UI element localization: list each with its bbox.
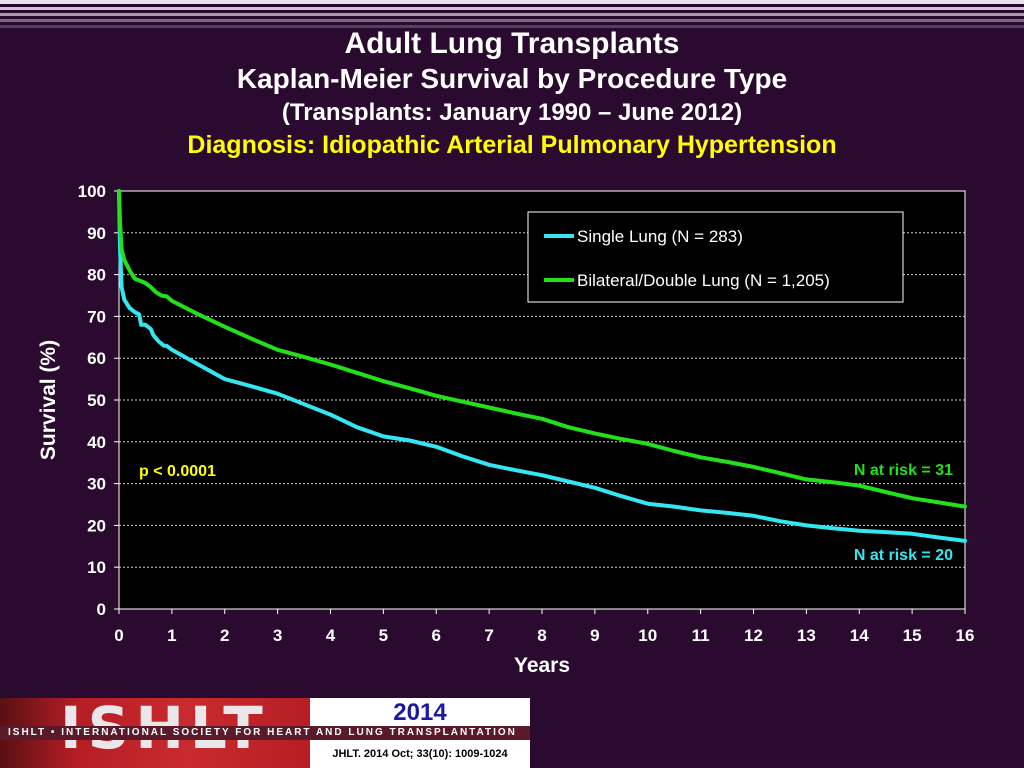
series-line-bilateral-lung — [117, 189, 967, 509]
y-tick-label: 60 — [87, 349, 106, 368]
page-title: Adult Lung Transplants — [344, 27, 680, 60]
footer: ISHLT 2014 ISHLT • INTERNATIONAL SOCIETY… — [0, 698, 530, 768]
legend-label: Single Lung (N = 283) — [577, 227, 743, 246]
x-tick-label: 6 — [432, 626, 441, 645]
y-tick-label: 100 — [78, 182, 106, 201]
period-label: (Transplants: January 1990 – June 2012) — [281, 99, 743, 126]
title-block: Adult Lung Transplants Kaplan-Meier Surv… — [0, 26, 1024, 160]
y-axis-label: Survival (%) — [37, 340, 60, 460]
x-tick-label: 5 — [379, 626, 388, 645]
x-tick-label: 15 — [903, 626, 922, 645]
page-subtitle: Kaplan-Meier Survival by Procedure Type — [236, 63, 788, 94]
x-tick-label: 3 — [273, 626, 282, 645]
x-tick-label: 16 — [956, 626, 975, 645]
x-tick-label: 10 — [638, 626, 657, 645]
x-tick-label: 2 — [220, 626, 229, 645]
x-tick-label: 1 — [167, 626, 176, 645]
year-badge: 2014 — [310, 698, 530, 726]
x-tick-label: 7 — [484, 626, 493, 645]
x-tick-label: 4 — [326, 626, 336, 645]
p-value-annotation: p < 0.0001 — [139, 463, 216, 480]
x-tick-label: 12 — [744, 626, 763, 645]
y-tick-label: 10 — [87, 558, 106, 577]
x-axis-label: Years — [514, 654, 570, 677]
top-decorative-stripes — [0, 0, 1024, 34]
x-tick-label: 13 — [797, 626, 816, 645]
diagnosis-label: Diagnosis: Idiopathic Arterial Pulmonary… — [187, 131, 837, 159]
single-at-risk-annotation: N at risk = 20 — [854, 547, 953, 564]
bilateral-at-risk-annotation: N at risk = 31 — [854, 462, 953, 479]
y-tick-label: 90 — [87, 224, 106, 243]
x-tick-label: 8 — [537, 626, 546, 645]
legend-box — [527, 211, 904, 303]
society-name: ISHLT • INTERNATIONAL SOCIETY FOR HEART … — [0, 726, 530, 740]
y-tick-label: 0 — [97, 600, 106, 619]
x-tick-label: 0 — [114, 626, 123, 645]
y-tick-label: 20 — [87, 516, 106, 535]
x-tick-label: 14 — [850, 626, 869, 645]
y-tick-label: 80 — [87, 266, 106, 285]
y-tick-label: 30 — [87, 475, 106, 494]
legend-label: Bilateral/Double Lung (N = 1,205) — [577, 271, 830, 290]
y-tick-label: 70 — [87, 307, 106, 326]
y-tick-label: 40 — [87, 433, 106, 452]
citation: JHLT. 2014 Oct; 33(10): 1009-1024 — [310, 740, 530, 768]
y-tick-label: 50 — [87, 391, 106, 410]
series-line-single-lung — [117, 189, 967, 543]
x-tick-label: 9 — [590, 626, 599, 645]
x-tick-label: 11 — [692, 626, 710, 645]
